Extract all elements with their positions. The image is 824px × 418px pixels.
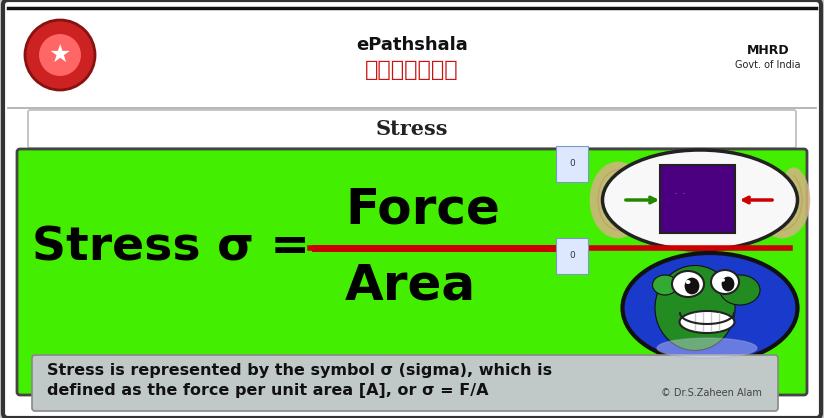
Text: Stress: Stress [376,119,448,139]
FancyBboxPatch shape [32,355,778,411]
Ellipse shape [685,278,699,294]
Text: 0: 0 [569,160,575,168]
Ellipse shape [686,280,691,284]
Ellipse shape [722,277,734,291]
Ellipse shape [672,271,704,297]
Text: Govt. of India: Govt. of India [735,60,801,70]
Ellipse shape [721,278,725,282]
Circle shape [38,33,82,77]
Text: 0: 0 [569,252,575,260]
Text: © Dr.S.Zaheen Alam: © Dr.S.Zaheen Alam [661,388,762,398]
Text: पाठशाला: पाठशाला [365,60,459,80]
FancyBboxPatch shape [17,149,807,395]
Text: Area: Area [345,262,476,310]
Text: Force: Force [345,186,500,234]
Text: · ·: · · [674,189,686,201]
Ellipse shape [680,311,734,333]
Circle shape [25,20,95,90]
Ellipse shape [657,338,757,358]
Ellipse shape [720,275,760,305]
Ellipse shape [622,253,798,363]
Ellipse shape [711,270,739,294]
FancyBboxPatch shape [3,0,821,418]
Text: Stress σ =: Stress σ = [32,225,310,270]
FancyBboxPatch shape [28,110,796,148]
Text: MHRD: MHRD [747,43,789,56]
Text: ★: ★ [49,43,71,67]
Text: ePathshala: ePathshala [356,36,468,54]
Ellipse shape [655,265,735,351]
Text: Stress is represented by the symbol σ (sigma), which is: Stress is represented by the symbol σ (s… [47,364,552,379]
Bar [660,165,735,233]
Text: defined as the force per unit area [A], or σ = F/A: defined as the force per unit area [A], … [47,382,489,398]
Ellipse shape [653,275,677,295]
Ellipse shape [602,150,798,250]
